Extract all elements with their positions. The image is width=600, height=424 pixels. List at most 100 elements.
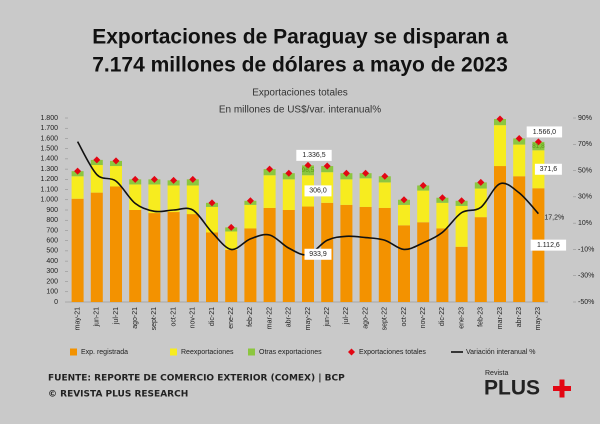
y-tick-label: 100 [46, 289, 58, 296]
total-marker [246, 197, 254, 205]
subtitle: Exportaciones totales [252, 88, 348, 99]
bar-segment [302, 165, 314, 176]
total-marker [208, 199, 216, 207]
value-label: 96,5 [302, 167, 315, 174]
x-tick-label: jul-21 [113, 307, 120, 325]
y-tick-label: 1.000 [40, 197, 58, 204]
total-marker [534, 138, 542, 146]
bar-segment [359, 178, 372, 207]
bar-segment [206, 206, 218, 233]
x-tick-label: oct-22 [401, 307, 408, 327]
bar-segment [148, 213, 161, 302]
x-tick-label: sept-21 [151, 307, 158, 330]
bar-segment [206, 232, 218, 302]
legend-label: Exportaciones totales [359, 349, 426, 356]
y2-tick-label: -10% [578, 246, 594, 253]
value-label: 933,9 [309, 251, 327, 258]
y2-tick-label: 90% [578, 115, 592, 122]
legend-label: Reexportaciones [181, 349, 234, 356]
x-tick-label: feb-23 [478, 307, 485, 327]
total-marker [438, 194, 446, 202]
y-tick-label: 200 [46, 278, 58, 285]
x-tick-label: abr-22 [286, 307, 293, 327]
y-tick-label: 700 [46, 227, 58, 234]
y2-tick-label: -30% [578, 273, 594, 280]
bar-segment [167, 212, 180, 302]
bar-segment [129, 210, 142, 302]
y-tick-label: 1.300 [40, 166, 58, 173]
bar-segment [398, 225, 410, 302]
y-tick-label: 900 [46, 207, 58, 214]
x-tick-label: may-21 [74, 307, 81, 330]
x-tick-label: dic-22 [439, 307, 446, 326]
bar-segment [417, 190, 430, 223]
bar-segment [186, 185, 199, 215]
total-marker [93, 156, 101, 164]
total-marker [266, 165, 274, 173]
x-tick-label: jun-22 [324, 307, 331, 328]
x-tick-label: jul-22 [343, 307, 350, 325]
legend-swatch [170, 348, 177, 356]
bar-segment [340, 179, 353, 205]
total-marker [112, 157, 120, 165]
x-tick-label: ene-22 [228, 307, 235, 329]
credit: © REVISTA PLUS RESEARCH [48, 390, 188, 400]
total-marker [515, 134, 523, 142]
total-marker [477, 178, 485, 186]
bar-segment [71, 176, 84, 199]
y-tick-label: 0 [54, 299, 58, 306]
bar-segment [417, 222, 430, 302]
bar-segment [90, 192, 103, 302]
y2-tick-label: 70% [578, 141, 592, 148]
y-tick-label: 800 [46, 217, 58, 224]
total-marker [458, 197, 466, 205]
total-marker [227, 223, 235, 231]
total-marker [170, 176, 178, 184]
bar-segment [455, 246, 468, 302]
bar-segment [282, 210, 295, 302]
total-marker [419, 181, 427, 189]
value-label: 306,0 [309, 188, 327, 195]
x-tick-label: oct-21 [170, 307, 177, 327]
x-tick-label: nov-22 [420, 307, 427, 329]
y-tick-label: 300 [46, 268, 58, 275]
total-marker [189, 175, 197, 183]
bar-segment [474, 217, 487, 302]
bar-segment [167, 185, 180, 213]
bar-segment [359, 206, 372, 302]
total-marker [496, 115, 504, 123]
bar-segment [474, 188, 487, 218]
value-label: 17,2% [544, 215, 564, 222]
value-label: 1.566,0 [533, 129, 556, 136]
source: FUENTE: REPORTE DE COMERCIO EXTERIOR (CO… [48, 374, 345, 384]
value-label-box [530, 239, 567, 251]
bar-segment [148, 184, 161, 214]
bar-segment [263, 175, 276, 208]
x-tick-label: dic-21 [209, 307, 216, 326]
x-tick-label: ago-22 [362, 307, 369, 329]
x-tick-label: may-23 [535, 307, 542, 330]
legend-label: Otras exportaciones [259, 349, 322, 356]
chart-title: Exportaciones de Paraguay se disparan a [92, 26, 508, 49]
bar-segment [225, 231, 238, 250]
total-marker [131, 175, 139, 183]
bar-segment [129, 184, 142, 210]
x-tick-label: abr-23 [516, 307, 523, 327]
bar-segment [263, 207, 276, 302]
legend-label: Exp. registrada [81, 349, 128, 356]
total-marker [381, 172, 389, 180]
y-tick-label: 1.200 [40, 176, 58, 183]
x-tick-label: nov-21 [190, 307, 197, 329]
legend-swatch [70, 348, 77, 356]
bar-segment [436, 202, 449, 229]
legend-label: Variación interanual % [466, 349, 536, 356]
y2-tick-label: 30% [578, 194, 592, 201]
bar-segment [225, 249, 238, 302]
bar-segment [378, 207, 391, 302]
total-marker [400, 196, 408, 204]
value-label-box [304, 248, 332, 260]
bar-segment [513, 176, 526, 302]
x-tick-label: mar-23 [497, 307, 504, 329]
value-label-box [526, 126, 563, 138]
